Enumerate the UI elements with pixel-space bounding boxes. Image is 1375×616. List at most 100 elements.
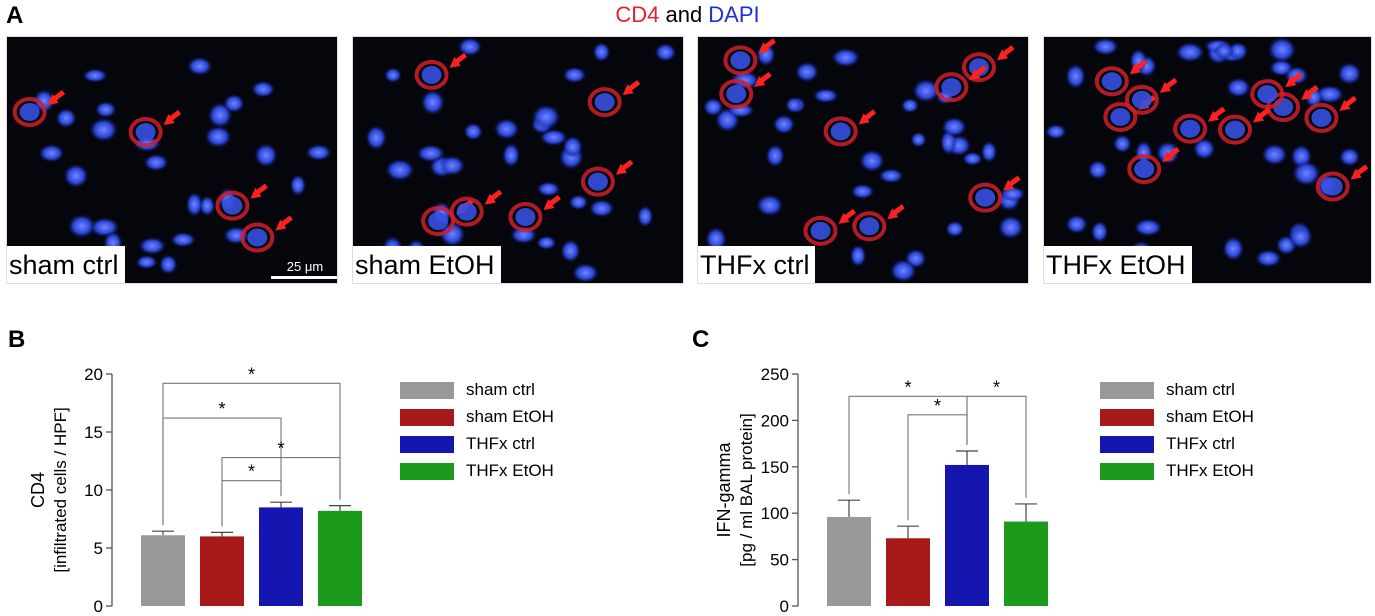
significance-star: * [993, 377, 1000, 397]
nucleus [562, 135, 583, 158]
nucleus [1180, 119, 1201, 138]
nucleus [1090, 220, 1109, 243]
nucleus [1322, 177, 1343, 196]
arrow-head-icon [449, 56, 461, 68]
y-tick-label: 100 [761, 504, 789, 523]
cd4-stain [852, 211, 887, 242]
cd4-stain [449, 196, 484, 227]
arrow-head-icon [47, 93, 59, 105]
micrograph-label: sham ctrl [7, 246, 125, 283]
figure-title: CD4 and DAPI [0, 2, 1375, 28]
nucleus [1225, 77, 1251, 98]
nucleus [756, 194, 784, 217]
nucleus [456, 202, 477, 221]
y-axis-label: IFN-gamma [714, 442, 734, 538]
cd4-stain [934, 72, 969, 103]
arrow-head-icon [1301, 89, 1313, 101]
nucleus [158, 254, 178, 275]
nucleus [198, 195, 216, 217]
bar-sham-etoh [886, 538, 930, 606]
arrow-head-icon [1208, 110, 1220, 122]
scale-bar: 25 μm [271, 259, 337, 283]
nucleus [726, 85, 747, 104]
arrow-head-icon [1003, 179, 1015, 191]
scale-bar-label: 25 μm [286, 259, 324, 274]
micrograph-label: THFx ctrl [698, 246, 816, 283]
nucleus [416, 144, 446, 163]
cd4-stain [1124, 84, 1159, 115]
nucleus [1222, 236, 1245, 261]
nucleus [222, 196, 243, 215]
nucleus [1065, 63, 1086, 90]
cd4-stain [128, 117, 163, 148]
legend-swatch [1100, 409, 1154, 426]
nucleus [365, 125, 388, 151]
nucleus [588, 199, 615, 218]
nucleus [830, 122, 851, 141]
nucleus [1133, 218, 1163, 237]
chart-b-cd4: 0 5 10 15 20 CD4 [infiltrated cells / HPF] * * * * [28, 364, 362, 616]
nucleus [63, 163, 89, 189]
significance-star: * [277, 439, 284, 459]
nucleus [289, 174, 307, 197]
nucleus [385, 158, 415, 182]
nucleus [143, 153, 169, 172]
micrograph-sham-ctrl: 25 μm sham ctrl [6, 36, 338, 284]
micrograph-cells [12, 56, 332, 275]
nucleus [568, 194, 589, 211]
chart-c-ifn-gamma: 0 50 100 150 200 250 IFN-gamma [pg / ml BAL pro… [714, 365, 1048, 616]
significance-star: * [248, 462, 255, 482]
arrow-head-icon [758, 42, 770, 54]
nucleus [185, 191, 203, 218]
title-and: and [659, 2, 709, 27]
legend-label: sham ctrl [466, 380, 535, 399]
title-dapi: DAPI [708, 2, 760, 27]
nucleus [1273, 98, 1294, 117]
nucleus [1131, 90, 1152, 109]
nucleus [941, 78, 962, 97]
y-tick-label: 0 [780, 597, 789, 616]
bar-thfx-etoh [318, 510, 362, 606]
nucleus [962, 151, 983, 166]
nucleus [1092, 37, 1119, 56]
bar-sham-ctrl [827, 516, 871, 606]
legend-b: sham ctrl sham EtOH THFx ctrl THFx EtOH [400, 380, 600, 490]
nucleus [941, 116, 967, 137]
arrow-head-icon [1159, 81, 1171, 93]
nucleus [1255, 249, 1282, 268]
arrow-head-icon [996, 49, 1008, 61]
y-tick-label: 5 [94, 539, 103, 558]
cd4-stain [1218, 114, 1253, 145]
nucleus [900, 98, 920, 114]
legend-swatch [1100, 382, 1154, 399]
cd4-stain [12, 96, 47, 127]
cd4-stain [1094, 66, 1129, 97]
nucleus [247, 228, 268, 247]
nucleus [810, 221, 831, 240]
legend-c: sham ctrl sham EtOH THFx ctrl THFx EtOH [1100, 380, 1300, 490]
nucleus [1134, 160, 1155, 179]
arrow-head-icon [543, 199, 555, 211]
arrow-head-icon [838, 212, 850, 224]
nucleus [1225, 120, 1246, 139]
cd4-stain [587, 87, 622, 118]
micrograph-thfx-ctrl: THFx ctrl [697, 36, 1029, 284]
nucleus [850, 183, 875, 200]
bar-thfx-ctrl [945, 464, 989, 606]
nucleus [420, 89, 445, 116]
nucleus [1192, 137, 1216, 160]
nucleus [772, 114, 796, 135]
nucleus [38, 143, 65, 163]
nucleus [421, 65, 442, 84]
legend-swatch [1100, 463, 1154, 480]
legend-label: THFx EtOH [1166, 461, 1254, 480]
cd4-stain [968, 182, 1003, 213]
legend-label: THFx ctrl [466, 434, 535, 453]
arrow-head-icon [969, 69, 981, 81]
nucleus [1311, 108, 1332, 127]
arrow-head-icon [1253, 111, 1265, 123]
nucleus [457, 37, 483, 57]
nucleus [997, 215, 1024, 240]
nucleus [812, 88, 839, 104]
arrow-head-icon [163, 114, 175, 126]
